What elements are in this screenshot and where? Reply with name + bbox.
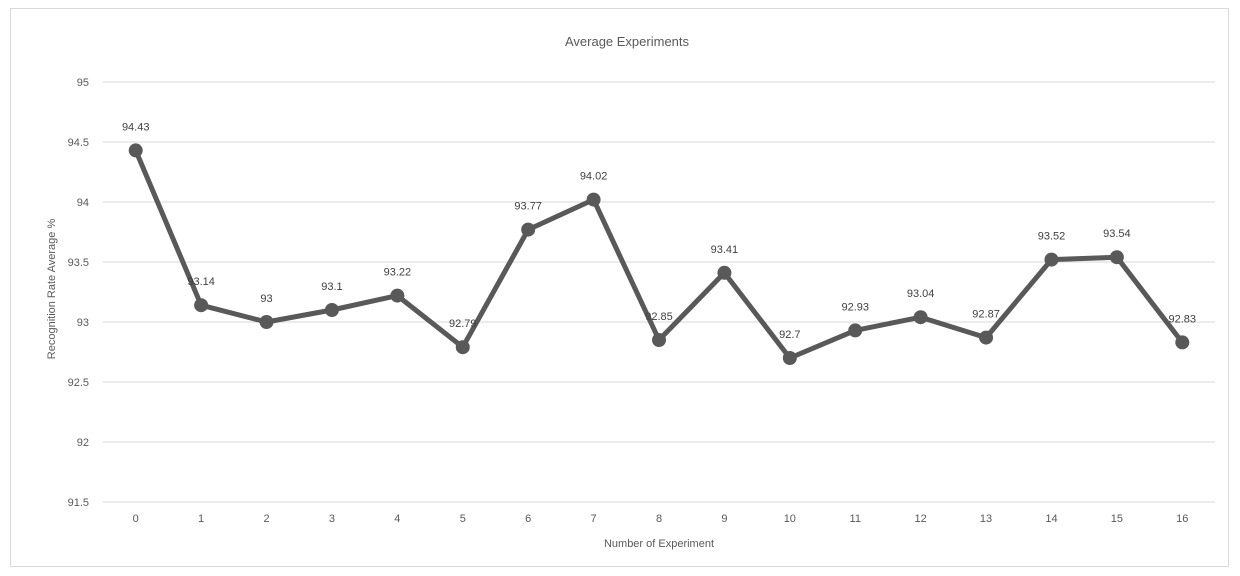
- data-label: 93.04: [907, 288, 935, 300]
- data-label: 92.87: [972, 309, 1000, 321]
- data-point: [521, 222, 536, 237]
- x-tick-label: 4: [394, 513, 400, 525]
- x-tick-label: 5: [460, 513, 466, 525]
- data-label: 93.77: [514, 201, 542, 213]
- data-label: 93.52: [1038, 231, 1066, 243]
- data-point: [1044, 252, 1059, 267]
- data-label: 93.41: [711, 244, 739, 256]
- y-tick-label: 92.5: [68, 377, 89, 389]
- data-label: 92.79: [449, 318, 477, 330]
- gridlines: [103, 81, 1215, 503]
- data-point: [782, 351, 797, 365]
- data-label: 93: [260, 293, 272, 305]
- data-label: 93.1: [321, 281, 342, 293]
- data-point: [324, 303, 339, 317]
- data-labels: 94.43 93.14 93 93.1 93.22 92.79 93.77 94.02 92.8…: [122, 121, 1196, 341]
- x-tick-label: 9: [721, 513, 727, 525]
- data-label: 94.43: [122, 121, 150, 133]
- data-point: [455, 340, 470, 355]
- data-label: 92.83: [1169, 313, 1197, 325]
- data-label: 92.93: [841, 301, 869, 313]
- data-point: [1175, 335, 1190, 350]
- y-tick-label: 94: [77, 197, 89, 209]
- x-tick-label: 6: [525, 513, 531, 525]
- data-label: 92.85: [645, 311, 673, 323]
- x-tick-label: 2: [263, 513, 269, 525]
- data-point: [652, 333, 666, 347]
- data-points: [128, 143, 1190, 365]
- data-point: [913, 310, 928, 325]
- x-tick-label: 3: [329, 513, 335, 525]
- x-axis-title: Number of Experiment: [604, 538, 714, 550]
- x-tick-label: 0: [133, 513, 139, 525]
- y-tick-label: 91.5: [68, 497, 89, 509]
- x-tick-label: 11: [850, 513, 861, 525]
- data-point: [1109, 250, 1124, 265]
- x-tick-label: 10: [784, 513, 796, 525]
- x-tick-label: 12: [915, 513, 927, 525]
- data-point: [128, 143, 143, 158]
- y-tick-label: 93: [77, 317, 89, 329]
- data-label: 93.14: [187, 276, 215, 288]
- chart-title: Average Experiments: [565, 34, 690, 49]
- series-line: [133, 147, 1185, 361]
- y-tick-label: 95: [77, 77, 89, 89]
- y-tick-label: 93.5: [68, 257, 89, 269]
- series-line-group: [133, 147, 1185, 361]
- data-point: [586, 192, 601, 207]
- x-tick-label: 13: [980, 513, 992, 525]
- data-label: 93.22: [384, 267, 412, 279]
- data-point: [390, 288, 405, 303]
- x-tick-label: 1: [198, 513, 204, 525]
- x-tick-label: 14: [1045, 513, 1057, 525]
- data-point: [979, 330, 994, 345]
- x-tick-label: 8: [656, 513, 662, 525]
- x-tick-label: 7: [591, 513, 597, 525]
- data-label: 92.7: [779, 329, 800, 341]
- y-axis-title: Recognition Rate Average %: [46, 219, 58, 360]
- x-axis-ticks: 0 1 2 3 4 5 6 7 8 9 10 11 12 13 14 15 16: [133, 513, 1189, 525]
- y-tick-label: 92: [77, 437, 89, 449]
- y-tick-label: 94.5: [68, 137, 89, 149]
- data-label: 94.02: [580, 171, 608, 183]
- data-point: [848, 323, 863, 338]
- y-axis-ticks: 91.5 92 92.5 93 93.5 94 94.5 95: [68, 77, 89, 509]
- x-tick-label: 16: [1176, 513, 1188, 525]
- data-label: 93.54: [1103, 228, 1131, 240]
- data-point: [259, 315, 274, 329]
- data-point: [717, 265, 732, 280]
- data-point: [194, 298, 209, 313]
- x-tick-label: 15: [1111, 513, 1123, 525]
